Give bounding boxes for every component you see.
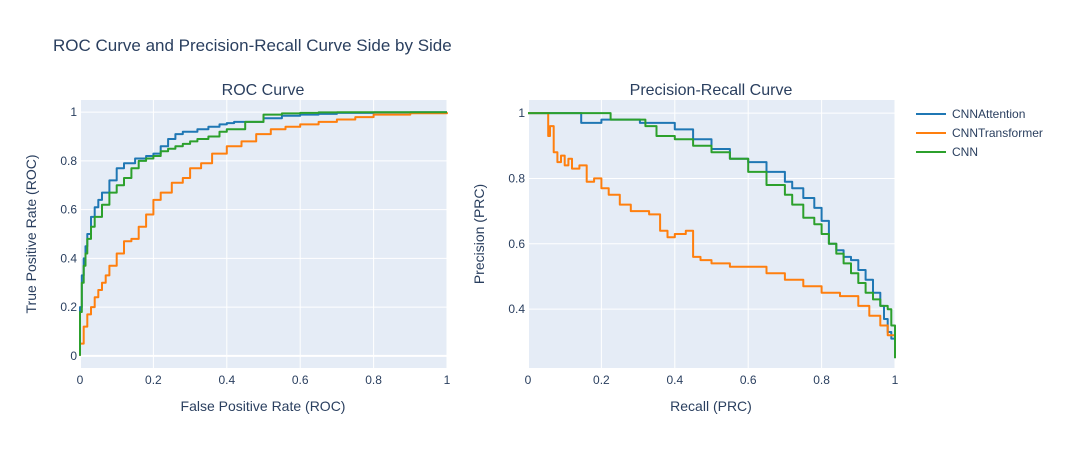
prc-x-tick-label: 0.2: [593, 373, 610, 387]
prc-lines: [528, 112, 896, 359]
prc-panel: Precision-Recall Curve Recall (PRC) Prec…: [471, 82, 896, 414]
figure-title: ROC Curve and Precision-Recall Curve Sid…: [53, 36, 452, 55]
legend-label-cnntransformer: CNNTransformer: [952, 126, 1043, 140]
prc-y-tick-label: 0.4: [508, 302, 525, 316]
prc-y-tick-label: 1: [518, 106, 525, 120]
prc-y-tick-label: 0.6: [508, 237, 525, 251]
roc-x-tick-label: 1: [444, 373, 451, 387]
roc-lines: [79, 111, 448, 356]
prc-series-cnn: [528, 112, 896, 359]
prc-xlabel: Recall (PRC): [670, 398, 752, 414]
prc-x-tick-label: 1: [892, 373, 899, 387]
roc-y-tick-label: 0.6: [60, 203, 77, 217]
roc-x-tick-label: 0.6: [292, 373, 309, 387]
legend-item-cnntransformer[interactable]: CNNTransformer: [916, 126, 1043, 140]
prc-series-cnntransformer: [528, 112, 896, 349]
prc-y-tick-label: 0.8: [508, 171, 525, 185]
prc-title: Precision-Recall Curve: [630, 82, 793, 99]
prc-x-tick-label: 0: [525, 373, 532, 387]
roc-x-tick-label: 0: [77, 373, 84, 387]
roc-title: ROC Curve: [222, 82, 305, 99]
roc-y-tick-label: 0.8: [60, 154, 77, 168]
roc-x-tick-label: 0.8: [365, 373, 382, 387]
roc-y-tick-label: 0.2: [60, 300, 77, 314]
roc-ylabel: True Positive Rate (ROC): [23, 155, 39, 314]
roc-y-tick-label: 0.4: [60, 251, 77, 265]
roc-series-cnntransformer: [79, 112, 448, 356]
roc-plot-background: [80, 100, 447, 368]
prc-grid: [527, 100, 896, 368]
roc-x-tick-label: 0.4: [218, 373, 235, 387]
roc-x-tick-label: 0.2: [145, 373, 162, 387]
roc-xlabel: False Positive Rate (ROC): [181, 398, 346, 414]
legend-item-cnnattention[interactable]: CNNAttention: [916, 107, 1025, 121]
prc-x-tick-label: 0.6: [740, 373, 757, 387]
roc-panel: ROC Curve False Positive Rate (ROC) True…: [23, 82, 448, 414]
roc-y-tick-label: 1: [70, 105, 77, 119]
roc-series-cnnattention: [79, 111, 447, 356]
roc-series-cnn: [79, 111, 447, 356]
roc-y-tick-label: 0: [70, 349, 77, 363]
prc-ylabel: Precision (PRC): [471, 184, 487, 284]
legend-label-cnn: CNN: [952, 145, 978, 159]
prc-x-tick-label: 0.8: [813, 373, 830, 387]
legend-item-cnn[interactable]: CNN: [916, 145, 978, 159]
prc-x-tick-label: 0.4: [666, 373, 683, 387]
legend-label-cnnattention: CNNAttention: [952, 107, 1025, 121]
legend: CNNAttention CNNTransformer CNN: [916, 107, 1043, 159]
